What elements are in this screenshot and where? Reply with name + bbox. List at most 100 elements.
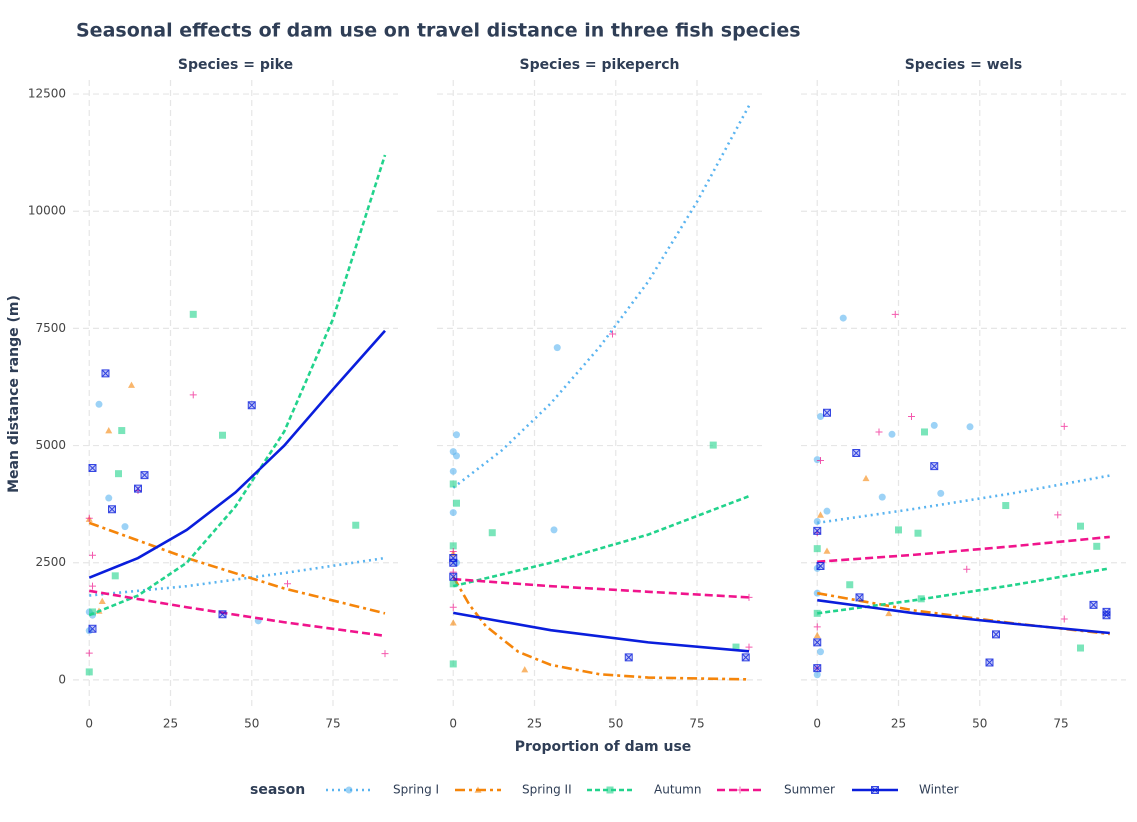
y-tick-label: 10000 xyxy=(28,204,66,218)
legend-label: Autumn xyxy=(654,783,701,797)
point xyxy=(95,400,103,408)
x-axis-label: Proportion of dam use xyxy=(515,739,692,755)
point xyxy=(891,310,899,318)
point xyxy=(817,412,824,420)
point xyxy=(118,427,126,435)
point xyxy=(128,381,135,388)
point xyxy=(817,648,824,656)
point xyxy=(98,597,106,604)
facet-title: Species = wels xyxy=(905,57,1023,73)
point xyxy=(121,523,129,531)
point xyxy=(839,314,847,322)
point xyxy=(908,412,915,420)
point xyxy=(992,630,1000,639)
point xyxy=(449,660,457,668)
point xyxy=(449,542,457,550)
point xyxy=(823,507,831,515)
point xyxy=(1060,422,1068,430)
point xyxy=(219,431,226,439)
trend-line xyxy=(89,589,386,638)
point xyxy=(816,561,825,570)
point xyxy=(88,464,97,473)
point xyxy=(101,369,110,378)
point xyxy=(885,609,893,617)
x-tick-label: 50 xyxy=(608,717,623,731)
point xyxy=(105,494,113,502)
point xyxy=(449,580,457,588)
chart-title: Seasonal effects of dam use on travel di… xyxy=(76,20,801,42)
trend-line xyxy=(89,556,386,597)
x-tick-label: 75 xyxy=(325,717,340,731)
y-axis-label: Mean distance range (m) xyxy=(6,295,22,493)
point xyxy=(1054,511,1062,519)
x-tick-label: 0 xyxy=(813,717,821,731)
point xyxy=(875,428,883,436)
x-tick-label: 25 xyxy=(163,717,178,731)
point xyxy=(1002,502,1010,510)
point xyxy=(1089,600,1098,609)
point xyxy=(817,457,824,465)
legend-label: Summer xyxy=(784,783,835,797)
point xyxy=(709,441,717,449)
point xyxy=(855,593,864,602)
point xyxy=(732,643,740,651)
point xyxy=(813,517,821,525)
trend-line xyxy=(452,105,751,489)
point xyxy=(453,431,460,439)
point xyxy=(453,499,460,507)
point xyxy=(895,526,902,534)
point xyxy=(449,467,457,475)
trend-line xyxy=(88,154,387,617)
trend-line xyxy=(817,598,1110,635)
point xyxy=(813,671,821,679)
point xyxy=(449,619,457,626)
point xyxy=(521,666,529,673)
point xyxy=(1093,542,1101,550)
x-tick-label: 0 xyxy=(85,717,93,731)
trend-line xyxy=(452,494,750,588)
trend-line xyxy=(453,577,750,599)
point xyxy=(89,582,96,590)
point xyxy=(930,462,939,471)
point xyxy=(1077,644,1084,652)
point xyxy=(813,456,821,464)
point xyxy=(189,391,197,399)
point xyxy=(813,545,821,553)
point xyxy=(823,408,831,417)
point xyxy=(914,529,922,537)
trend-line xyxy=(452,576,750,681)
point xyxy=(247,401,256,410)
x-tick-label: 0 xyxy=(449,717,457,731)
legend-item: Autumn xyxy=(587,783,701,797)
point xyxy=(741,653,750,662)
legend-item: Summer xyxy=(717,783,835,797)
point xyxy=(89,608,96,616)
point xyxy=(878,493,886,501)
x-tick-label: 50 xyxy=(244,717,259,731)
point xyxy=(937,489,945,497)
point xyxy=(85,649,93,657)
point xyxy=(89,551,96,559)
point xyxy=(966,423,974,431)
point xyxy=(140,471,149,480)
legend-label: Spring II xyxy=(522,783,572,797)
trend-line xyxy=(453,611,750,653)
y-tick-label: 2500 xyxy=(35,555,66,569)
point xyxy=(85,668,93,676)
x-tick-label: 50 xyxy=(972,717,987,731)
point xyxy=(449,568,457,576)
point xyxy=(108,505,116,514)
point xyxy=(449,480,457,488)
point xyxy=(813,638,822,647)
facet-title: Species = pikeperch xyxy=(520,57,680,73)
point xyxy=(963,565,971,573)
point xyxy=(921,428,928,436)
point xyxy=(1102,611,1111,620)
point xyxy=(823,547,831,554)
legend-marker xyxy=(871,786,879,794)
legend-marker xyxy=(345,786,353,794)
point xyxy=(453,452,460,460)
legend-label: Spring I xyxy=(393,783,439,797)
point xyxy=(813,631,821,639)
